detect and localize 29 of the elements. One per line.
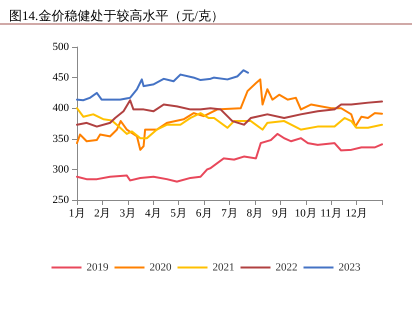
- x-tick-label: 7月: [221, 208, 238, 220]
- x-tick-label: 2月: [94, 208, 111, 220]
- x-tick-label: 9月: [272, 208, 289, 220]
- legend-label: 2020: [150, 262, 172, 274]
- x-tick-label: 6月: [196, 208, 212, 220]
- x-tick-label: 10月: [294, 208, 317, 220]
- y-tick-label: 450: [52, 72, 70, 84]
- line-series: [76, 78, 383, 151]
- y-tick-label: 350: [52, 132, 70, 145]
- legend-label: 2021: [212, 262, 234, 274]
- line-series: [76, 99, 383, 128]
- x-tick-label: 11月: [320, 208, 342, 220]
- x-tick-label: 4月: [145, 208, 162, 220]
- x-tick-label: 3月: [120, 208, 136, 220]
- chart-title: 图14.金价稳健处于较高水平（元/克）: [9, 8, 224, 23]
- line-series: [76, 107, 383, 140]
- y-tick-label: 500: [52, 41, 70, 53]
- y-tick-label: 400: [52, 102, 70, 114]
- y-tick-label: 300: [52, 163, 70, 176]
- legend-label: 2022: [276, 262, 298, 274]
- x-tick-label: 12月: [346, 208, 368, 220]
- x-tick-label: 5月: [170, 208, 187, 220]
- line-series: [76, 69, 250, 102]
- line-series: [76, 132, 383, 183]
- x-tick-label: 8月: [246, 208, 264, 220]
- x-tick-label: 1月: [68, 208, 86, 220]
- legend-label: 2019: [86, 262, 109, 274]
- legend-label: 2023: [338, 262, 361, 274]
- y-tick-label: 250: [52, 194, 70, 206]
